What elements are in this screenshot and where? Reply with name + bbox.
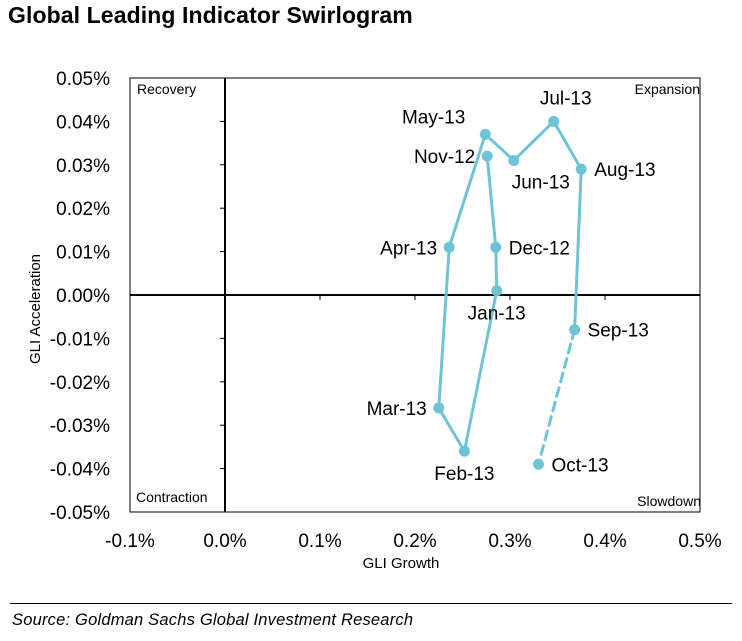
series-segment [462, 289, 499, 453]
data-point [491, 285, 503, 297]
data-point-label: Sep-13 [588, 321, 649, 342]
series-segment [494, 245, 499, 293]
series-segment [512, 119, 556, 162]
data-point-label: Jul-13 [540, 88, 592, 109]
y-tick-label: -0.01% [50, 329, 110, 350]
data-point-label: Jun-13 [512, 172, 570, 193]
data-point-label: Mar-13 [367, 399, 427, 420]
quadrant-recovery: Recovery [137, 81, 196, 97]
data-point [490, 241, 502, 253]
data-point-label: Jan-13 [468, 304, 526, 325]
data-point [443, 241, 455, 253]
series-segment [485, 154, 498, 249]
data-point [533, 458, 544, 470]
data-point [569, 324, 581, 336]
x-tick-label: 0.4% [583, 531, 626, 552]
data-point-label: May-13 [402, 107, 465, 128]
data-point-label: Nov-12 [414, 147, 475, 168]
series-segment [483, 132, 516, 162]
footer-divider [10, 603, 732, 604]
series-segment [573, 167, 583, 332]
series-segment-dashed [537, 328, 577, 466]
x-tick-label: 0.2% [393, 531, 436, 552]
y-axis-label: GLI Acceleration [27, 254, 44, 364]
quadrant-contraction: Contraction [136, 489, 208, 505]
data-point-label: Feb-13 [434, 464, 494, 485]
x-tick-label: 0.1% [298, 531, 341, 552]
y-tick-label: -0.05% [50, 503, 110, 524]
quadrant-slowdown: Slowdown [637, 493, 701, 509]
data-point [508, 154, 520, 166]
quadrant-expansion: Expansion [635, 81, 700, 97]
y-tick-label: 0.04% [56, 112, 110, 133]
y-tick-label: 0.01% [56, 243, 110, 264]
data-point [548, 115, 560, 127]
y-tick-label: 0.05% [56, 69, 110, 90]
x-axis-label: GLI Growth [363, 555, 440, 572]
x-tick-label: -0.1% [105, 531, 155, 552]
data-point [458, 445, 470, 457]
data-point [481, 150, 493, 162]
series-segment [447, 132, 487, 249]
x-tick-label: 0.0% [203, 531, 246, 552]
y-tick-label: -0.04% [50, 460, 110, 481]
data-point-label: Oct-13 [552, 455, 609, 476]
swirlogram-chart: 0.05% 0.04% 0.03% 0.02% 0.01% 0.00% -0.01% -0.0… [27, 69, 722, 572]
source-note: Source: Goldman Sachs Global Investment … [12, 611, 414, 629]
y-tick-label: 0.02% [56, 199, 110, 220]
data-point [479, 128, 491, 140]
y-tick-label: -0.03% [50, 416, 110, 437]
series-segment [437, 406, 466, 453]
data-point-label: Dec-12 [509, 238, 570, 259]
chart-title: Global Leading Indicator Swirlogram [8, 2, 413, 28]
series-segment [552, 119, 583, 171]
data-point [433, 402, 445, 414]
data-point-label: Aug-13 [594, 160, 655, 181]
data-point [575, 163, 587, 175]
series-segment [437, 245, 451, 410]
x-tick-label: 0.3% [488, 531, 531, 552]
y-tick-label: 0.03% [56, 156, 110, 177]
data-point-label: Apr-13 [380, 238, 437, 259]
x-tick-label: 0.5% [678, 531, 721, 552]
y-tick-label: 0.00% [56, 286, 110, 307]
y-tick-label: -0.02% [50, 373, 110, 394]
